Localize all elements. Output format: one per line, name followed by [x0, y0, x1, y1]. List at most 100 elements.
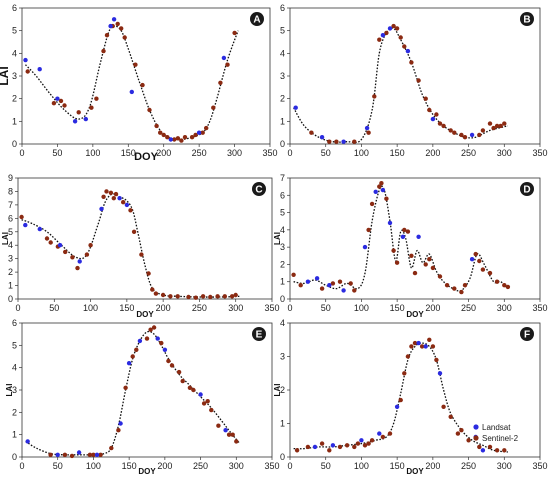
- x-tick-label: 0: [287, 303, 292, 313]
- sentinel-point: [380, 434, 386, 440]
- sentinel-point: [412, 340, 418, 346]
- sentinel-point: [109, 445, 114, 451]
- y-tick-label: 1: [280, 116, 285, 126]
- landsat-point: [314, 276, 320, 281]
- landsat-point: [416, 234, 421, 239]
- sentinel-point: [176, 369, 182, 375]
- sentinel-point: [309, 130, 314, 135]
- sentinel-point: [487, 270, 493, 276]
- landsat-point: [23, 222, 28, 228]
- sentinel-point: [230, 432, 235, 437]
- sentinel-point: [131, 229, 137, 234]
- panel-letter: D: [523, 185, 530, 196]
- sentinel-point: [294, 448, 300, 453]
- sentinel-point: [175, 294, 180, 299]
- sentinel-point: [58, 98, 64, 104]
- sentinel-point: [226, 432, 232, 437]
- sentinel-point: [201, 401, 207, 406]
- fit-curve: [25, 25, 239, 141]
- y-tick-label: 0: [280, 294, 285, 304]
- fit-curve: [25, 330, 241, 456]
- sentinel-point: [111, 196, 117, 201]
- sentinel-point: [452, 130, 457, 135]
- landsat-point: [469, 257, 475, 262]
- landsat-point: [196, 130, 202, 135]
- sentinel-point: [182, 135, 188, 140]
- landsat-point: [416, 340, 421, 346]
- landsat-point: [327, 283, 332, 288]
- sentinel-point: [305, 444, 311, 450]
- sentinel-point: [437, 121, 443, 126]
- y-tick-label: 7: [280, 173, 285, 183]
- x-tick-label: 200: [425, 303, 440, 313]
- x-tick-label: 350: [532, 461, 547, 471]
- x-tick-label: 350: [264, 461, 279, 471]
- y-tick-label: 3: [280, 242, 285, 252]
- x-tick-label: 300: [229, 461, 244, 471]
- sentinel-point: [434, 357, 439, 363]
- sentinel-point: [144, 336, 150, 341]
- sentinel-point: [494, 448, 500, 453]
- sentinel-point: [427, 337, 432, 342]
- legend: Landsat Sentinel-2: [473, 423, 519, 443]
- sentinel-point: [140, 82, 145, 88]
- sentinel-point: [487, 444, 493, 450]
- sentinel-point: [175, 136, 181, 141]
- x-tick-label: 200: [425, 461, 440, 471]
- sentinel-point: [225, 62, 230, 67]
- x-tick-label: 150: [122, 461, 137, 471]
- sentinel-point: [459, 289, 464, 295]
- sentinel-point: [394, 26, 400, 31]
- legend-sentinel-label: Sentinel-2: [482, 434, 519, 443]
- sentinel-point: [122, 35, 127, 40]
- y-tick-label: 6: [280, 3, 285, 13]
- landsat-point: [83, 116, 89, 122]
- sentinel-point: [477, 258, 482, 264]
- landsat-point: [23, 57, 28, 63]
- landsat-point: [319, 135, 325, 140]
- sentinel-point: [377, 37, 382, 42]
- landsat-point: [76, 450, 82, 455]
- x-axis-label: DOY: [406, 310, 424, 319]
- sentinel-point: [159, 340, 164, 346]
- x-tick-label: 250: [461, 148, 476, 158]
- y-tick-label: 2: [280, 385, 285, 395]
- sentinel-point: [405, 354, 411, 359]
- sentinel-point: [384, 196, 389, 201]
- sentinel-point: [402, 44, 407, 49]
- sentinel-point: [391, 23, 396, 29]
- landsat-point: [94, 452, 100, 457]
- sentinel-point: [427, 107, 432, 113]
- landsat-point: [305, 279, 311, 284]
- x-tick-label: 0: [287, 461, 292, 471]
- y-tick-label: 3: [8, 254, 13, 264]
- y-tick-label: 3: [12, 385, 17, 395]
- x-tick-label: 150: [390, 303, 405, 313]
- x-tick-label: 350: [532, 148, 547, 158]
- y-tick-label: 6: [12, 3, 17, 13]
- sentinel-point: [394, 260, 400, 265]
- sentinel-point: [168, 294, 173, 299]
- sentinel-point: [211, 105, 216, 110]
- sentinel-point: [398, 35, 403, 40]
- sentinel-point: [319, 441, 325, 446]
- sentinel-point: [87, 452, 93, 457]
- sentinel-point: [430, 265, 436, 271]
- sentinel-point: [158, 130, 163, 135]
- sentinel-point: [366, 227, 371, 233]
- landsat-point: [480, 448, 486, 453]
- sentinel-point: [150, 287, 155, 292]
- panel-letter: F: [524, 330, 530, 341]
- landsat-point: [72, 119, 78, 124]
- sentinel-point: [89, 105, 94, 110]
- sentinel-point: [459, 428, 464, 433]
- x-tick-label: 100: [86, 461, 101, 471]
- x-tick-label: 200: [156, 303, 171, 313]
- y-axis-label: LAI: [0, 66, 11, 85]
- x-tick-label: 100: [85, 148, 100, 158]
- panel-a: 0 50 100 150 200 250 300 350 0 1 2 3 4 5 6 DOY LAI A: [0, 3, 278, 163]
- x-axis-label: DOY: [138, 467, 156, 476]
- sentinel-point: [121, 200, 126, 205]
- sentinel-point: [366, 441, 371, 446]
